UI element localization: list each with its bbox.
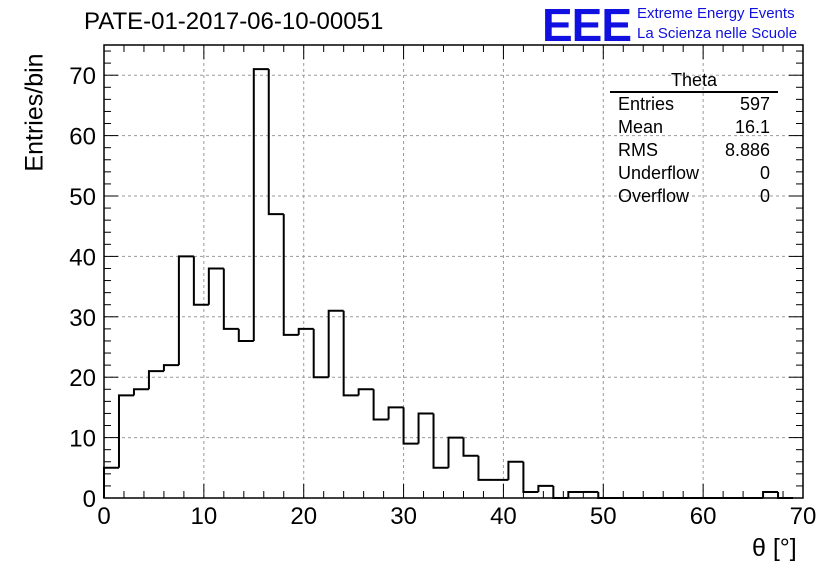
- histogram-bin: [372, 389, 389, 421]
- histogram-bin: [132, 388, 149, 396]
- stats-label: RMS: [618, 140, 658, 160]
- histogram-bin: [447, 436, 464, 468]
- stats-title: Theta: [610, 70, 778, 93]
- x-axis-label: θ [°]: [752, 534, 797, 562]
- y-tick-label: 50: [69, 184, 96, 211]
- histogram-bin: [537, 484, 554, 492]
- x-tick-label: 40: [490, 503, 517, 530]
- x-tick-label: 60: [690, 503, 717, 530]
- y-tick-label: 10: [69, 426, 96, 453]
- stats-label: Entries: [618, 94, 675, 114]
- histogram-bin: [177, 255, 194, 366]
- stats-value: 597: [739, 94, 770, 114]
- y-tick-label: 60: [69, 124, 96, 151]
- stats-row: Mean 16.1: [610, 116, 778, 139]
- histogram-bin: [282, 214, 299, 336]
- histogram-bin: [567, 490, 584, 498]
- x-tick-label: 10: [191, 503, 218, 530]
- stats-row: RMS 8.886: [610, 139, 778, 162]
- histogram-bin: [387, 406, 404, 420]
- stats-label: Mean: [618, 117, 664, 137]
- histogram-bin: [192, 256, 209, 306]
- histogram-bin: [207, 267, 224, 305]
- histogram-bin: [342, 310, 359, 397]
- stats-value: 0: [759, 186, 770, 206]
- y-tick-label: 30: [69, 305, 96, 332]
- histogram-bin: [103, 466, 119, 498]
- histogram-bin: [552, 485, 569, 499]
- histogram-bin: [297, 327, 314, 335]
- stats-label: Underflow: [618, 163, 700, 183]
- histogram-bin: [222, 268, 239, 330]
- x-tick-label: 0: [97, 503, 110, 530]
- y-tick-label: 40: [69, 244, 96, 271]
- histogram-bin: [777, 491, 794, 499]
- y-tick-label: 70: [69, 63, 96, 90]
- histogram-bin: [417, 412, 434, 444]
- histogram-bin: [462, 437, 479, 457]
- histogram-bin: [117, 394, 134, 468]
- histogram-bin: [237, 328, 254, 342]
- histogram-bin: [312, 328, 329, 379]
- histogram-bin: [267, 69, 284, 216]
- x-tick-label: 20: [290, 503, 317, 530]
- stats-label: Overflow: [618, 186, 690, 206]
- x-tick-label: 70: [790, 503, 817, 530]
- y-tick-label: 20: [69, 365, 96, 392]
- x-tick-label: 50: [590, 503, 617, 530]
- histogram-bin: [597, 491, 614, 499]
- x-tick-label: 30: [390, 503, 417, 530]
- stats-box: Theta Entries 597 Mean 16.1 RMS 8.886 Underflo…: [610, 70, 778, 208]
- chart-title: PATE-01-2017-06-10-00051: [84, 8, 384, 35]
- histogram-bin: [327, 309, 344, 378]
- logo-line-1: Extreme Energy Events: [637, 5, 795, 22]
- logo-mark: EEE: [542, 0, 632, 51]
- histogram-bin: [402, 407, 419, 445]
- histogram-bin: [522, 461, 539, 493]
- histogram-bin: [147, 370, 164, 390]
- histogram-bin: [507, 460, 524, 480]
- stats-row: Overflow 0: [610, 185, 778, 208]
- stats-row: Underflow 0: [610, 162, 778, 185]
- histogram-bin: [477, 455, 494, 481]
- plot-frame: [103, 44, 804, 499]
- histogram-bin: [252, 68, 269, 341]
- histogram-bin: [357, 388, 374, 396]
- histogram-bin: [762, 490, 779, 498]
- stats-value: 0: [759, 163, 770, 183]
- logo-line-2: La Scienza nelle Scuole: [637, 25, 798, 42]
- stats-value: 16.1: [734, 117, 770, 137]
- y-tick-label: 0: [83, 486, 96, 513]
- stats-row: Entries 597: [610, 93, 778, 116]
- histogram-bin: [162, 364, 179, 372]
- histogram-bin: [432, 413, 449, 469]
- stats-value: 8.886: [724, 140, 770, 160]
